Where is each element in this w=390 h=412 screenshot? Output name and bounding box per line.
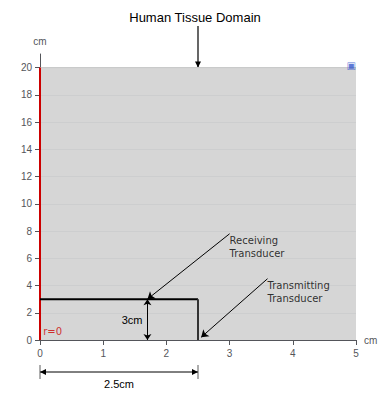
svg-text:16: 16 [21, 117, 33, 128]
svg-text:cm: cm [33, 36, 46, 47]
svg-text:r=0: r=0 [43, 326, 62, 337]
svg-text:Receiving: Receiving [230, 235, 278, 246]
svg-text:20: 20 [21, 62, 33, 73]
svg-text:1: 1 [100, 348, 106, 359]
svg-text:Transducer: Transducer [267, 293, 324, 304]
svg-text:8: 8 [26, 226, 32, 237]
svg-text:12: 12 [21, 171, 33, 182]
svg-text:18: 18 [21, 89, 33, 100]
svg-text:5: 5 [353, 348, 359, 359]
svg-text:10: 10 [21, 198, 33, 209]
svg-text:cm: cm [364, 335, 377, 346]
svg-text:4: 4 [26, 280, 32, 291]
svg-text:0: 0 [26, 335, 32, 346]
svg-text:0: 0 [37, 348, 43, 359]
svg-text:▣: ▣ [347, 60, 356, 71]
svg-text:2: 2 [164, 348, 170, 359]
svg-text:Transmitting: Transmitting [267, 280, 330, 291]
svg-text:2.5cm: 2.5cm [104, 378, 134, 390]
svg-text:Human Tissue Domain: Human Tissue Domain [129, 10, 261, 25]
svg-text:6: 6 [26, 253, 32, 264]
svg-text:4: 4 [290, 348, 296, 359]
svg-text:3: 3 [227, 348, 233, 359]
svg-text:14: 14 [21, 144, 33, 155]
svg-text:2: 2 [26, 307, 32, 318]
svg-text:Transducer: Transducer [229, 248, 286, 259]
svg-text:3cm: 3cm [122, 314, 143, 326]
